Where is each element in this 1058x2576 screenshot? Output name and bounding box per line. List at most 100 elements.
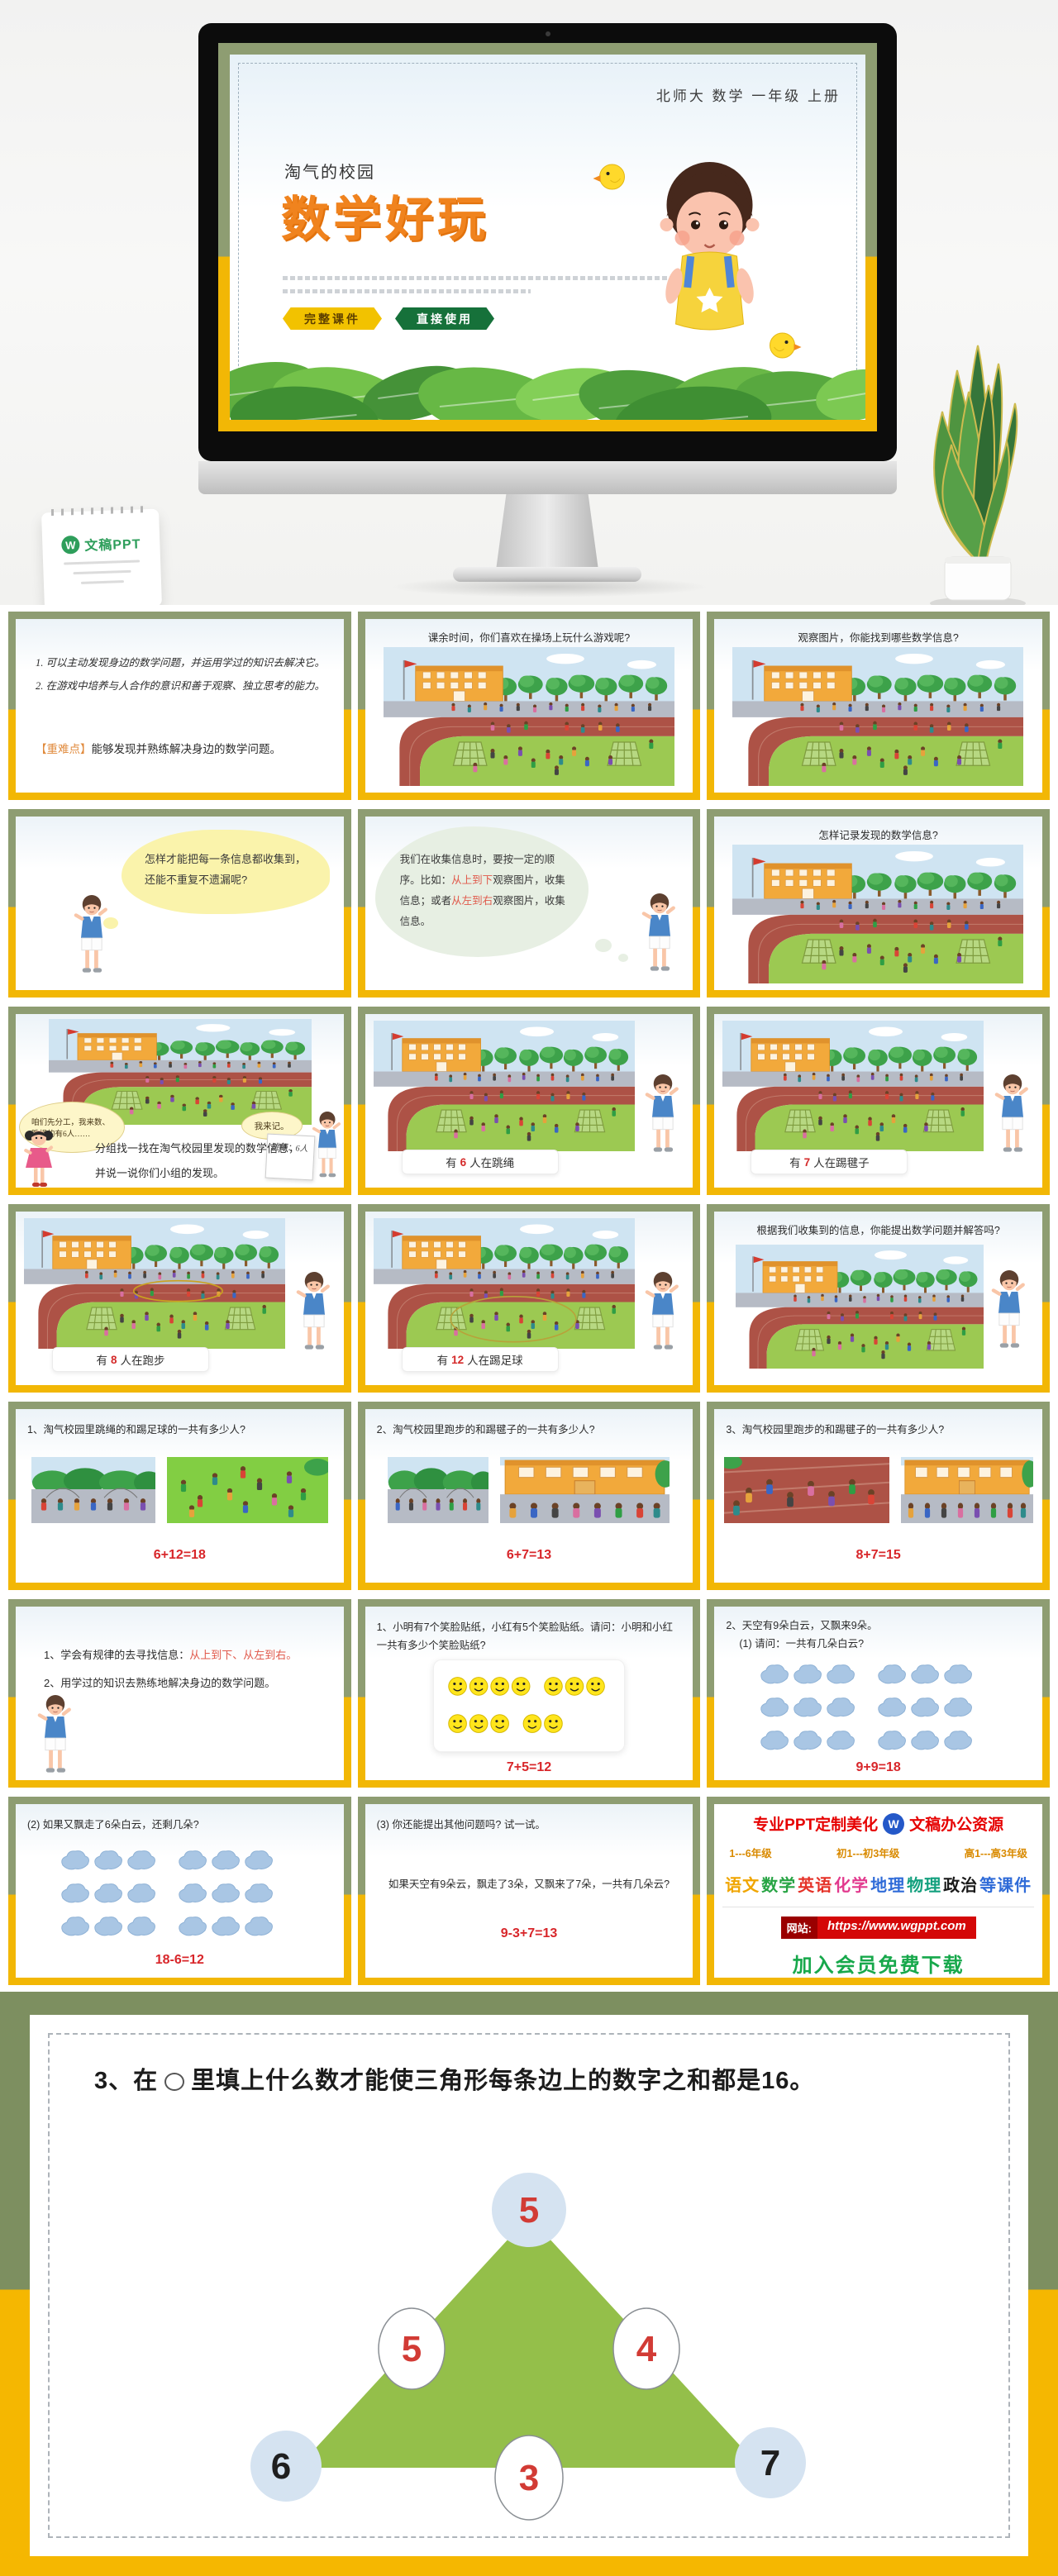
clouds-illustration [55,1844,303,1941]
slide-thumb-intro-question[interactable]: 课余时间，你们喜欢在操场上玩什么游戏呢? [357,612,701,800]
desk-calendar: W 文稿PPT [41,505,163,605]
objective-line-1: 1. 可以主动发现身边的数学问题，并运用学过的知识去解决它。 [36,657,326,669]
subject-label[interactable]: 数学 [761,1877,797,1895]
playground-illustration [49,1019,312,1125]
join-member-cta[interactable]: 加入会员免费下载 [792,1955,965,1977]
subject-label[interactable]: 语文 [725,1877,760,1895]
promo-card[interactable]: 专业PPT定制美化 W 文稿办公资源 1---6年级 初1---初3年级 高1---… [707,1797,1050,1985]
slide-thumb-run-count[interactable]: 有 8 人在跑步 [8,1204,351,1393]
calendar-brand: 文稿PPT [84,537,141,554]
tip-text: 我们在收集信息时，要按一定的顺序。比如： [399,854,555,886]
slide-thumb-record[interactable]: 怎样记录发现的数学信息? [707,809,1050,998]
slide-thumb-soccer-count[interactable]: 有 12 人在踢足球 [357,1204,701,1393]
summary-red: 从上到下、从左到右。 [189,1649,298,1661]
number-bottom-mid: 3 [519,2458,539,2498]
task-line-2: 并说一说你们小组的发现。 [95,1167,225,1179]
triangle-puzzle: 5 5 4 6 3 7 [149,2111,909,2532]
promo-title-right: 文稿办公资源 [909,1817,1004,1834]
slide-thumb-problem-3[interactable]: 3、淘气校园里跑步的和踢毽子的一共有多少人? 8+7=15 [707,1402,1050,1590]
slide-title: 根据我们收集到的信息，你能提出数学问题并解答吗? [756,1225,1000,1236]
number-bottom-left: 6 [271,2446,291,2487]
playground-illustration [373,1021,635,1151]
slide-thumb-problem-2[interactable]: 2、淘气校园里跑步的和踢毽子的一共有多少人? 6+7=13 [357,1402,701,1590]
subjects-row: 语文 数学 英语 化学 地理 物理 政治 等课件 [722,1872,1034,1896]
slide-thumb-sticker-problem[interactable]: 1、小明有7个笑脸贴纸，小红有5个笑脸贴纸。请问：小明和小红 一共有多少个笑脸贴… [357,1599,701,1788]
slide-title: 观察图片，你能找到哪些数学信息? [798,632,959,644]
number-circle-bottom-left [250,2431,322,2502]
playground-illustration [373,1218,635,1349]
cover-subtitle: 淘气的校园 [284,164,375,182]
green-triangle [298,2217,760,2468]
slide-thumb-pose-questions[interactable]: 根据我们收集到的信息，你能提出数学问题并解答吗? [707,1204,1050,1393]
slide-thumb-cloud-problem-1[interactable]: 2、天空有9朵白云，又飘来9朵。 (1) 请问：一共有几朵白云? 9+9=18 [707,1599,1050,1788]
grade-range: 高1---高3年级 [964,1848,1027,1859]
problem-question: 2、淘气校园里跑步的和踢毽子的一共有多少人? [376,1424,595,1436]
equation: 18-6=12 [155,1953,204,1967]
slide-thumb-cloud-problem-3[interactable]: (3) 你还能提出其他问题吗? 试一试。 如果天空有9朵云，飘走了3朵，又飘来了… [357,1797,701,1985]
subject-label[interactable]: 地理 [870,1877,906,1895]
objective-line-2: 2. 在游戏中培养与人合作的意识和善于观察、独立思考的能力。 [36,680,326,692]
count-caption: 有 8 人在跑步 [52,1347,209,1372]
tip-red-2: 从左到右 [451,895,493,907]
slide-thumb-rope-count[interactable]: 有 6 人在跳绳 [357,1007,701,1195]
textbook-edition: 北师大 数学 一年级 上册 [655,88,841,104]
count-caption: 有 12 人在踢足球 [401,1347,559,1372]
playground-illustration [24,1218,285,1349]
number-circle-bottom-mid [494,2435,564,2521]
count-caption: 有 6 人在跳绳 [401,1150,559,1174]
playground-illustration [732,647,1024,786]
equation: 8+7=15 [855,1548,901,1562]
slide-thumb-order-tip[interactable]: 我们在收集信息时，要按一定的顺序。比如：从上到下观察图片，收集信息；或者从左到右… [357,809,701,998]
circle-glyph-icon [164,2073,185,2091]
number-left: 5 [402,2329,422,2369]
slide-thumb-group-activity[interactable]: 咱们先分工，我来数、跳绳的有6人…… 我来记。 跳绳：6人 分组找一找在淘气校园… [8,1007,351,1195]
full-courseware-button[interactable]: 完整课件 [283,307,382,330]
grade-range: 初1---初3年级 [836,1848,900,1859]
cover-title: 数学好玩 [281,193,490,246]
use-directly-button[interactable]: 直接使用 [395,307,494,330]
cloud-question: (2) 如果又飘走了6朵白云，还剩几朵? [27,1819,199,1831]
slide-thumb-summary[interactable]: 1、学会有规律的去寻找信息：从上到下、从左到右。 2、用学过的知识去熟练地解决身… [8,1599,351,1788]
cover-boy-and-leaves-illustration [230,147,865,420]
slide-thumb-think-bubble[interactable]: 怎样才能把每一条信息都收集到， 还能不重复不遗漏呢? [8,809,351,998]
slide-thumb-problem-1[interactable]: 1、淘气校园里跳绳的和踢足球的一共有多少人? 6+12=18 [8,1402,351,1590]
slide-thumb-objectives[interactable]: 1. 可以主动发现身边的数学问题，并运用学过的知识去解决它。 2. 在游戏中培养… [8,612,351,800]
sticker-question-2: 一共有多少个笑脸贴纸? [376,1640,486,1651]
problem-question: 1、淘气校园里跳绳的和踢足球的一共有多少人? [27,1424,245,1436]
boy-character [70,889,113,987]
number-circle-bottom-right [735,2427,806,2498]
playground-illustration [383,647,674,786]
boy-character [309,1107,344,1188]
number-circle-top [492,2173,566,2247]
monitor-screen: 北师大 数学 一年级 上册 淘气的校园 数学好玩 完整课件 直接使用 [218,43,877,431]
subject-label[interactable]: 化学 [834,1877,870,1895]
boy-character [641,1266,684,1364]
equation: 6+12=18 [153,1548,206,1562]
slide-thumb-cloud-problem-2[interactable]: (2) 如果又飘走了6朵白云，还剩几朵? 18-6=12 [8,1797,351,1985]
count-caption: 有 7 人在踢毽子 [751,1150,908,1174]
subject-label[interactable]: 等课件 [979,1877,1032,1895]
monitor-chin [198,461,897,494]
website-label: 网站: [780,1917,817,1939]
key-point-tag: 【重难点】 [36,743,92,755]
website-url[interactable]: https://www.wgppt.com [817,1917,976,1939]
number-bottom-right: 7 [760,2443,780,2483]
slide-thumbnail-grid: 1. 可以主动发现身边的数学问题，并运用学过的知识去解决它。 2. 在游戏中培养… [0,605,1058,1985]
task-line-1: 分组找一找在淘气校园里发现的数学信息， [95,1142,300,1155]
slide-thumb-shuttlecock-count[interactable]: 有 7 人在踢毽子 [707,1007,1050,1195]
boy-character [641,1069,684,1166]
promo-title-left: 专业PPT定制美化 [753,1817,879,1834]
big-slide-section: 3、在 里填上什么数才能使三角形每条边上的数字之和都是16。 5 5 4 6 3 … [0,1992,1058,2576]
equation: 9+9=18 [855,1760,901,1774]
subject-label[interactable]: 政治 [943,1877,979,1895]
grade-range-row: 1---6年级 初1---初3年级 高1---高3年级 [722,1845,1034,1860]
triangle-puzzle-slide: 3、在 里填上什么数才能使三角形每条边上的数字之和都是16。 5 5 4 6 3 … [30,2015,1028,2556]
puzzle-title: 3、在 里填上什么数才能使三角形每条边上的数字之和都是16。 [94,2068,815,2094]
slide-thumb-observe[interactable]: 观察图片，你能找到哪些数学信息? [707,612,1050,800]
subject-label[interactable]: 英语 [798,1877,833,1895]
equation: 9-3+7=13 [500,1926,558,1940]
cover-slide: 北师大 数学 一年级 上册 淘气的校园 数学好玩 完整课件 直接使用 [218,43,877,431]
monitor-stand [496,494,598,570]
subject-label[interactable]: 物理 [907,1877,942,1895]
soccer-field-photo [166,1457,328,1523]
